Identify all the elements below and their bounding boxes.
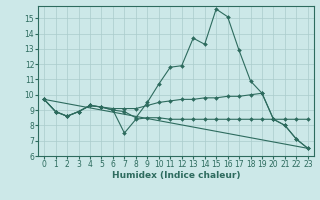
X-axis label: Humidex (Indice chaleur): Humidex (Indice chaleur)	[112, 171, 240, 180]
